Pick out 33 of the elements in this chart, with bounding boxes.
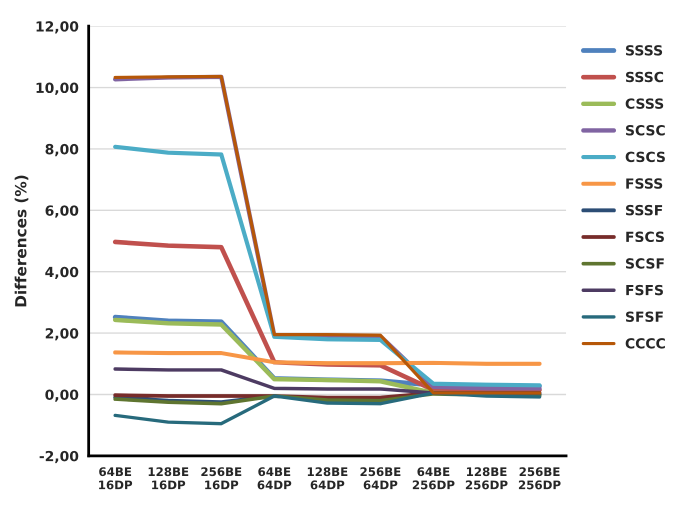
x-tick-label: 128BE 64DP [308, 467, 348, 490]
legend-label: SCSC [626, 125, 665, 136]
legend-label: CSSS [626, 98, 664, 109]
line-series [113, 144, 542, 388]
legend-label: FSCS [626, 232, 664, 242]
legend-label: FSSS [626, 178, 662, 189]
line-series [113, 350, 542, 366]
x-tick-label: 128BE 16DP [148, 467, 188, 490]
x-tick-label: 64BE 64DP [258, 467, 292, 490]
y-tick-label: 6,00 [46, 205, 78, 218]
y-tick-label: 12,00 [36, 21, 78, 34]
x-tick-label: 256BE 16DP [201, 467, 242, 490]
y-tick-label: 0,00 [45, 389, 78, 402]
y-tick-label: 10,00 [36, 82, 78, 95]
y-tick-label: 4,00 [45, 266, 78, 279]
legend-label: SSSS [626, 45, 662, 56]
line-series [114, 391, 542, 426]
legend-label: FSFS [626, 284, 663, 296]
y-tick-label: 2,00 [46, 328, 78, 340]
y-axis-title: Differences (%) [14, 176, 28, 306]
x-tick-label: 128BE 256DP [466, 467, 508, 490]
legend-label: CSCS [626, 152, 665, 162]
legend-label: SSSF [626, 204, 662, 216]
x-tick-label: 64BE 256DP [412, 467, 455, 490]
y-tick-label: -2,00 [40, 450, 78, 464]
legend-label: SCSF [626, 258, 664, 269]
legend-label: CCCC [626, 338, 665, 349]
y-tick-label: 8,00 [46, 144, 78, 156]
x-tick-label: 256BE 256DP [518, 467, 561, 490]
legend-label: SSSC [626, 72, 664, 82]
legend-label: SFSF [626, 311, 663, 322]
x-tick-label: 64BE 16DP [99, 467, 132, 490]
x-tick-label: 256BE 64DP [360, 467, 400, 490]
